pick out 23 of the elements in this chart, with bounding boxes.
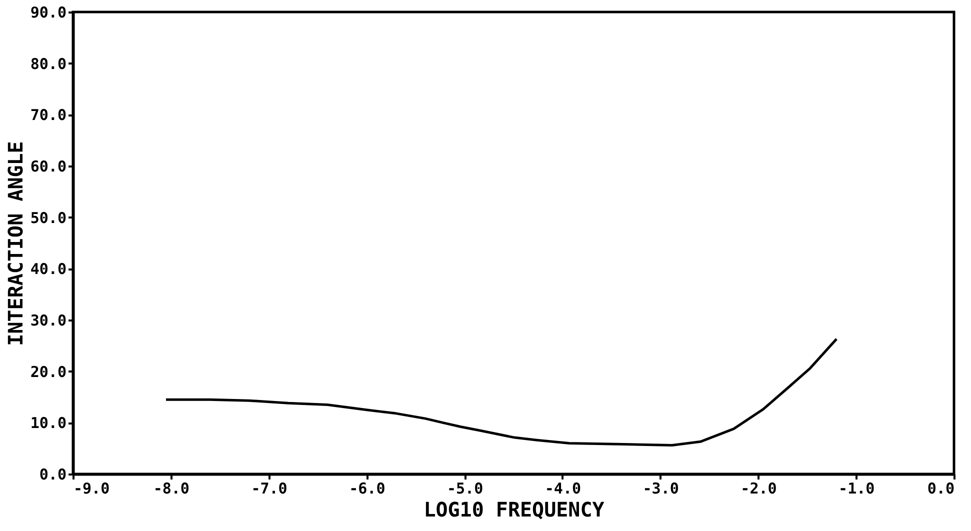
- y-tick-label: 90.0: [30, 4, 66, 22]
- x-tick-label: 0.0: [927, 480, 954, 498]
- y-axis-title: INTERACTION ANGLE: [3, 141, 28, 346]
- x-tick-label: -4.0: [544, 480, 582, 498]
- y-tick-label: 0.0: [39, 466, 66, 484]
- y-tick-label: 30.0: [30, 312, 66, 330]
- y-tick-label: 40.0: [30, 260, 66, 278]
- x-tick-label: -7.0: [251, 480, 288, 498]
- line-series: [164, 338, 838, 447]
- x-tick-label: -3.0: [642, 480, 679, 498]
- x-axis-title: LOG10 FREQUENCY: [424, 498, 604, 522]
- x-tick-label: -8.0: [153, 480, 190, 498]
- y-tick-label: 20.0: [30, 362, 66, 381]
- y-tick-label: 80.0: [30, 54, 66, 73]
- x-tick-label: -6.0: [349, 480, 386, 498]
- y-tick-label: 50.0: [30, 208, 66, 227]
- y-tick-label: 60.0: [30, 158, 66, 176]
- x-tick-label: -9.0: [74, 480, 110, 498]
- x-tick-label: -2.0: [740, 480, 777, 498]
- x-tick-label: -5.0: [446, 480, 484, 498]
- y-tick-label: 10.0: [30, 414, 66, 432]
- x-tick-label: -1.0: [838, 480, 875, 498]
- y-tick-label: 70.0: [30, 106, 66, 124]
